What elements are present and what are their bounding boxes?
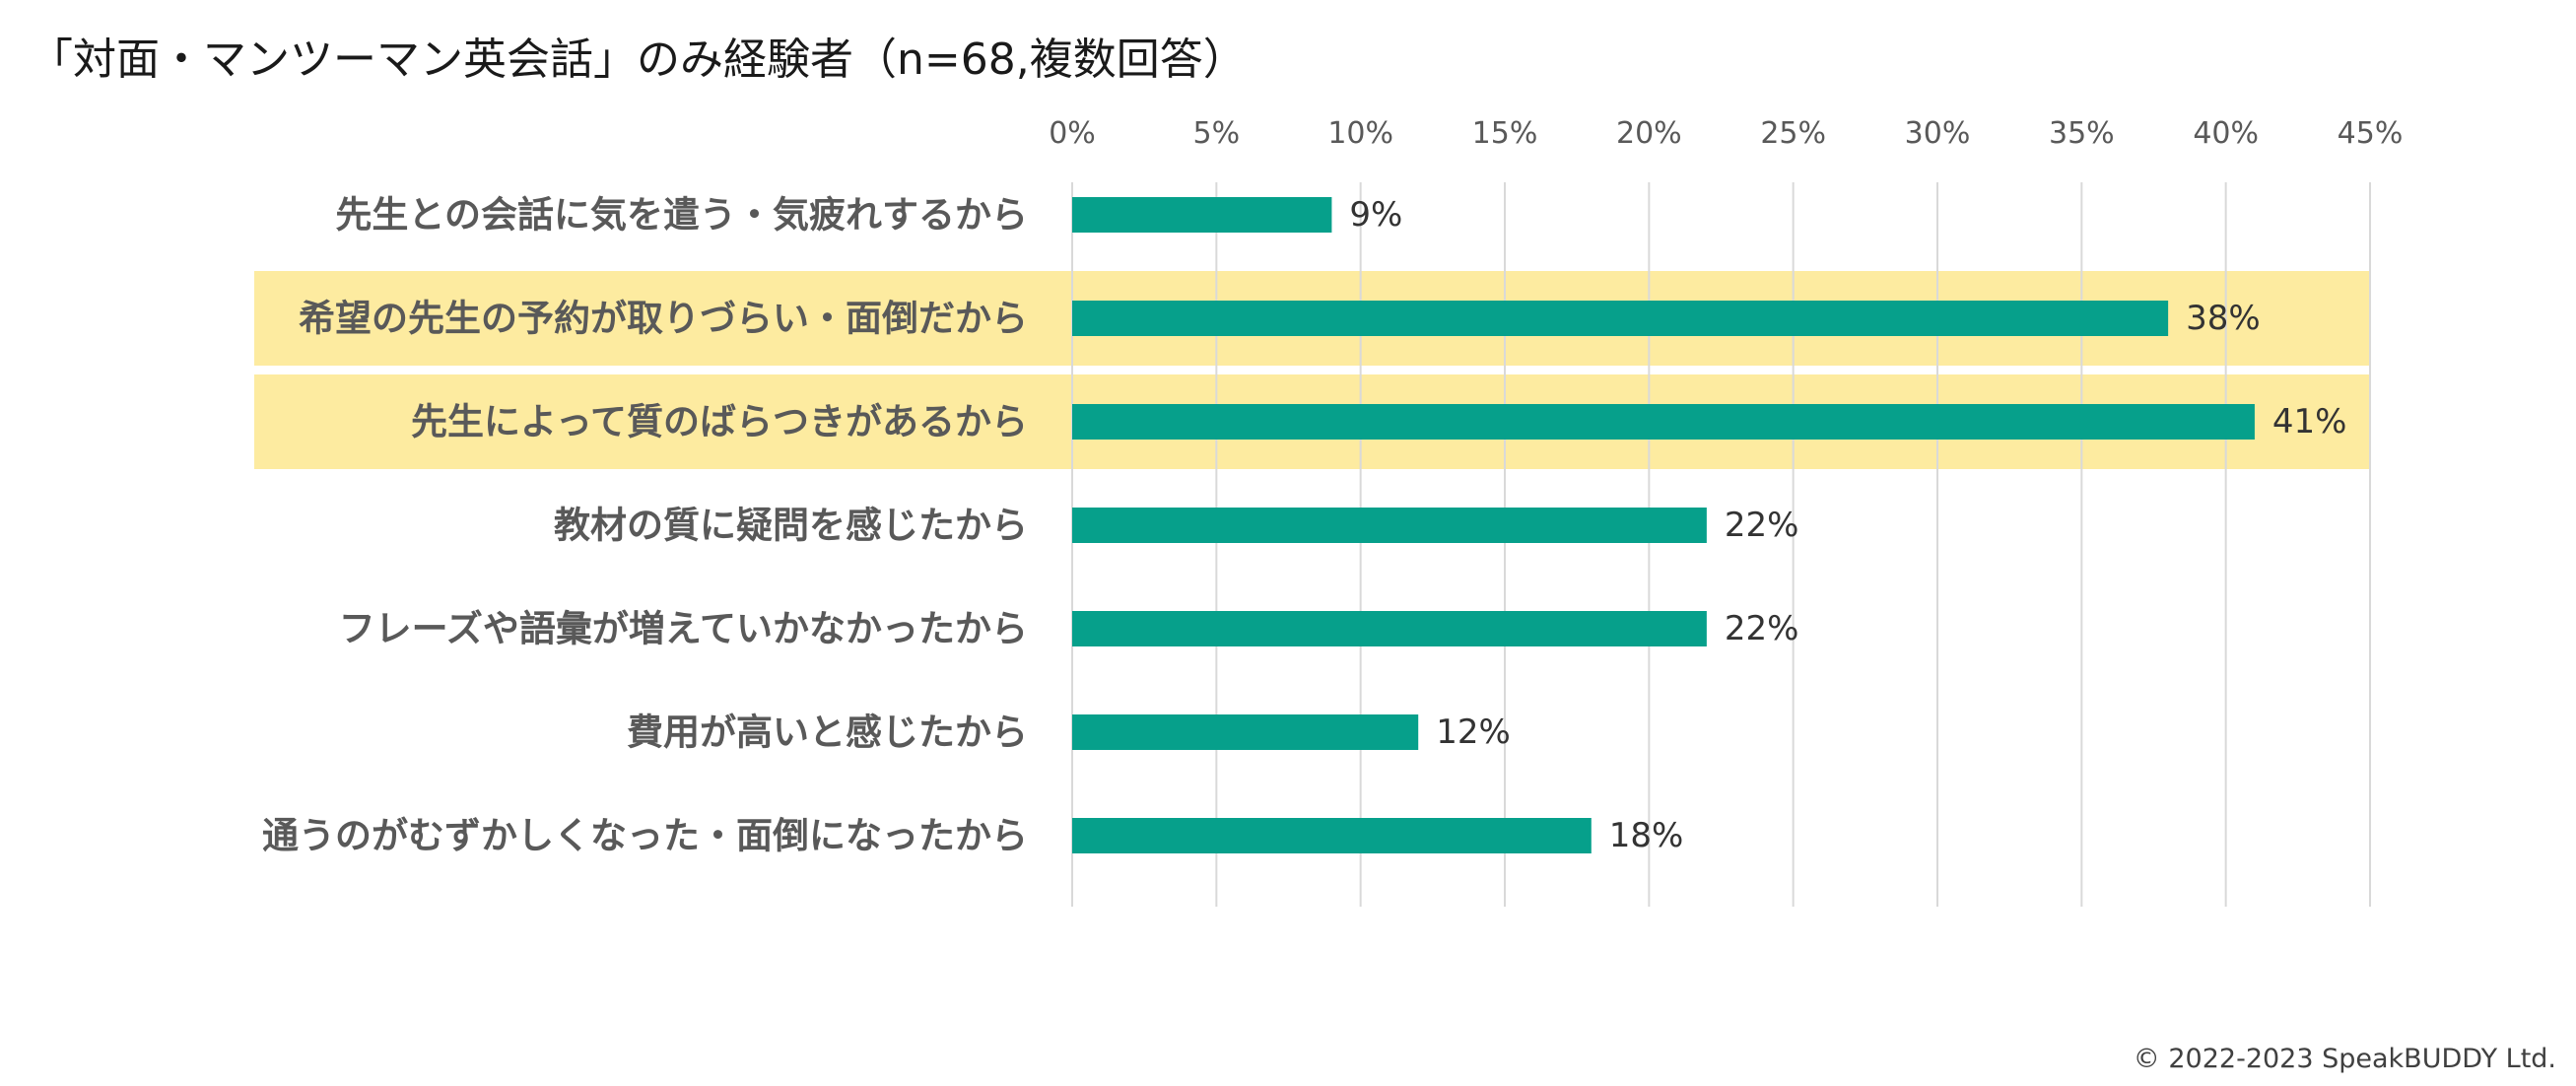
category-label: 希望の先生の予約が取りづらい・面倒だから bbox=[299, 298, 1028, 340]
x-tick-label: 0% bbox=[1049, 116, 1096, 151]
value-label: 22% bbox=[1725, 609, 1799, 648]
value-label: 18% bbox=[1609, 816, 1684, 855]
bar bbox=[1072, 508, 1707, 543]
category-label: 教材の質に疑問を感じたから bbox=[554, 505, 1028, 547]
bar bbox=[1072, 714, 1419, 750]
value-label: 22% bbox=[1725, 506, 1799, 545]
value-labels: 9% 38% 41% 22% 22% 12% 18% bbox=[1349, 195, 2346, 855]
value-label: 9% bbox=[1349, 195, 1402, 235]
category-label: 先生との会話に気を遣う・気疲れするから bbox=[335, 194, 1028, 237]
value-label: 41% bbox=[2272, 402, 2347, 441]
x-tick-label: 20% bbox=[1616, 116, 1682, 151]
x-tick-label: 15% bbox=[1472, 116, 1538, 151]
bar bbox=[1072, 611, 1707, 646]
category-label: 費用が高いと感じたから bbox=[627, 712, 1028, 754]
x-axis-ticks: 0% 5% 10% 15% 20% 25% 30% 35% 40% 45% bbox=[1049, 116, 2403, 151]
x-tick-label: 25% bbox=[1760, 116, 1826, 151]
bar bbox=[1072, 301, 2169, 336]
category-label: フレーズや語彙が増えていかなかったから bbox=[339, 608, 1028, 650]
x-tick-label: 10% bbox=[1327, 116, 1393, 151]
bar bbox=[1072, 818, 1592, 853]
x-tick-label: 40% bbox=[2193, 116, 2259, 151]
value-label: 12% bbox=[1436, 713, 1511, 752]
bar bbox=[1072, 404, 2255, 440]
category-label: 先生によって質のばらつきがあるから bbox=[411, 401, 1028, 443]
value-label: 38% bbox=[2186, 299, 2261, 338]
category-label: 通うのがむずかしくなった・面倒になったから bbox=[262, 815, 1028, 857]
x-tick-label: 30% bbox=[1905, 116, 1971, 151]
category-labels: 先生との会話に気を遣う・気疲れするから希望の先生の予約が取りづらい・面倒だから先… bbox=[262, 194, 1028, 857]
chart-title: 「対面・マンツーマン英会話」のみ経験者（n=68,複数回答） bbox=[30, 34, 1247, 85]
bars bbox=[1072, 197, 2255, 853]
bar bbox=[1072, 197, 1332, 233]
copyright-notice: © 2022-2023 SpeakBUDDY Ltd. bbox=[2133, 1044, 2556, 1074]
x-tick-label: 35% bbox=[2049, 116, 2115, 151]
x-tick-label: 5% bbox=[1193, 116, 1241, 151]
x-tick-label: 45% bbox=[2338, 116, 2404, 151]
